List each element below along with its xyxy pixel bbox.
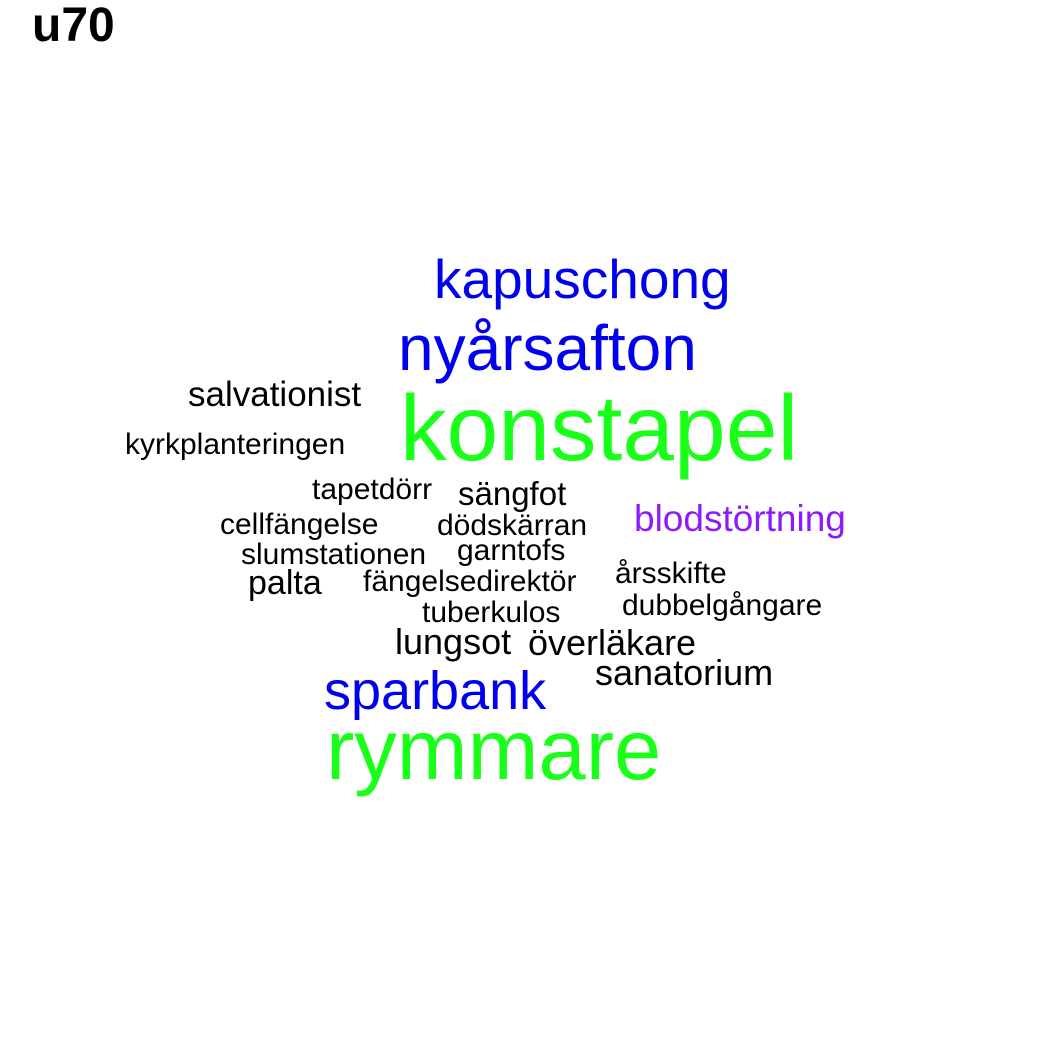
word-konstapel: konstapel xyxy=(400,376,799,480)
word-salvationist: salvationist xyxy=(188,375,362,414)
word-dodskarran: dödskärran xyxy=(437,509,588,542)
word-tuberkulos: tuberkulos xyxy=(422,596,561,629)
word-sparbank: sparbank xyxy=(324,661,547,721)
word-slumstationen: slumstationen xyxy=(241,538,427,571)
word-rymmare: rymmare xyxy=(326,703,662,798)
word-sangfot: sängfot xyxy=(458,475,567,512)
word-cellfangelse: cellfängelse xyxy=(220,508,379,541)
word-palta: palta xyxy=(248,564,322,602)
word-kapuschong: kapuschong xyxy=(434,248,731,310)
page-title: u70 xyxy=(32,0,115,52)
word-kyrkplanteringen: kyrkplanteringen xyxy=(125,428,346,461)
word-overlakare: överläkare xyxy=(528,622,697,663)
word-dubbelgangare: dubbelgångare xyxy=(622,589,823,622)
word-arsskifte: årsskifte xyxy=(615,557,727,590)
word-garntofs: garntofs xyxy=(457,534,566,567)
word-fangelsedirektor: fängelsedirektör xyxy=(363,565,577,598)
word-blodstortning: blodstörtning xyxy=(634,498,846,539)
word-sanatorium: sanatorium xyxy=(595,652,774,693)
word-tapetdorr: tapetdörr xyxy=(312,473,433,506)
word-nyarsafton: nyårsafton xyxy=(398,312,697,384)
word-lungsot: lungsot xyxy=(395,621,512,662)
